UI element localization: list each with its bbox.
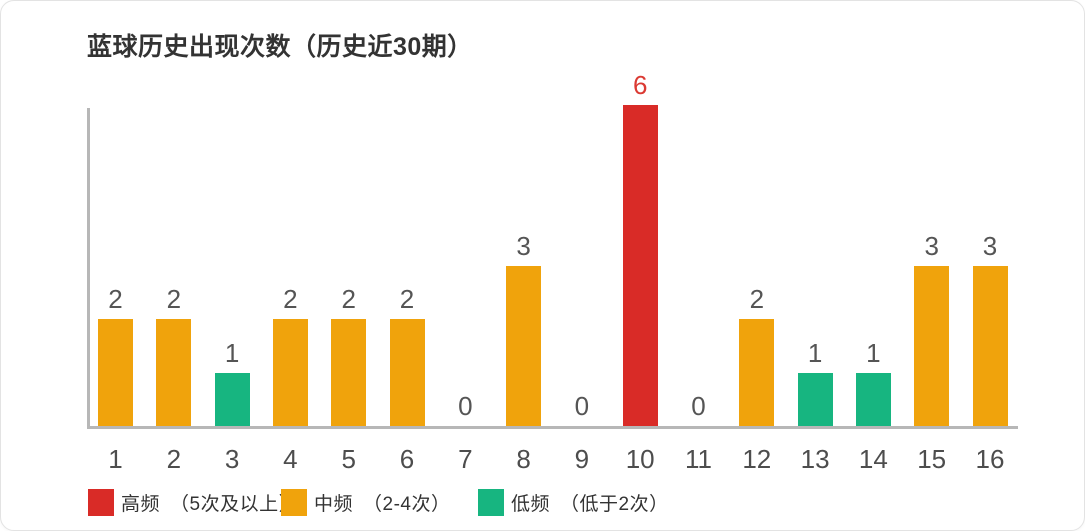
y-axis-line bbox=[87, 108, 90, 429]
bar-15 bbox=[914, 265, 950, 426]
bar-value-label-4: 2 bbox=[283, 284, 298, 314]
chart-title: 蓝球历史出现次数（历史近30期） bbox=[87, 33, 473, 61]
bar-value-label-12: 2 bbox=[749, 284, 765, 314]
x-tick-label-8: 8 bbox=[516, 444, 531, 474]
x-tick-label-4: 4 bbox=[283, 444, 298, 474]
x-tick-label-12: 12 bbox=[742, 444, 772, 474]
legend-label-mid-frequency: 中频 （2-4次） bbox=[314, 494, 451, 515]
bar-6 bbox=[389, 319, 425, 426]
x-axis-line bbox=[87, 426, 1018, 429]
x-tick-label-1: 1 bbox=[108, 444, 123, 474]
bar-2 bbox=[156, 319, 192, 426]
legend-label-low-frequency: 低频 （低于2次） bbox=[511, 494, 669, 515]
x-tick-label-6: 6 bbox=[399, 444, 415, 474]
x-tick-label-15: 15 bbox=[917, 444, 947, 474]
x-tick-label-9: 9 bbox=[574, 444, 590, 474]
legend-item-high-frequency[interactable]: 高频 （5次及以上） bbox=[88, 489, 298, 516]
bar-value-label-5: 2 bbox=[341, 284, 356, 314]
bar-value-label-15: 3 bbox=[924, 230, 939, 261]
x-tick-label-10: 10 bbox=[625, 444, 655, 474]
bar-value-label-2: 2 bbox=[166, 284, 182, 314]
bar-10 bbox=[622, 105, 658, 426]
x-tick-label-7: 7 bbox=[458, 444, 473, 474]
legend-swatch-low-frequency bbox=[478, 489, 504, 516]
bar-5 bbox=[331, 319, 367, 426]
bar-value-label-9: 0 bbox=[574, 391, 590, 421]
x-tick-label-14: 14 bbox=[858, 444, 888, 474]
legend-swatch-mid-frequency bbox=[281, 489, 307, 516]
bar-value-label-3: 1 bbox=[224, 337, 240, 368]
bar-value-label-14: 1 bbox=[866, 337, 881, 368]
legend-item-low-frequency[interactable]: 低频 （低于2次） bbox=[478, 489, 669, 516]
x-tick-label-16: 16 bbox=[975, 444, 1005, 474]
bar-value-label-6: 2 bbox=[399, 284, 415, 314]
chart-legend: 高频 （5次及以上） 中频 （2-4次） 低频 （低于2次） bbox=[88, 489, 669, 516]
x-tick-label-3: 3 bbox=[224, 444, 240, 474]
bar-8 bbox=[506, 265, 542, 426]
bar-value-label-11: 0 bbox=[691, 391, 706, 421]
bar-12 bbox=[739, 319, 775, 426]
bar-14 bbox=[855, 372, 891, 426]
x-tick-label-5: 5 bbox=[341, 444, 356, 474]
bar-value-label-13: 1 bbox=[807, 337, 823, 368]
bar-value-label-1: 2 bbox=[108, 284, 123, 314]
bar-1 bbox=[98, 319, 133, 426]
bar-value-label-16: 3 bbox=[982, 230, 998, 261]
bar-value-label-8: 3 bbox=[516, 230, 531, 261]
bar-value-label-10: 6 bbox=[632, 70, 648, 100]
x-tick-label-2: 2 bbox=[166, 444, 182, 474]
x-tick-label-13: 13 bbox=[800, 444, 830, 474]
legend-swatch-high-frequency bbox=[88, 489, 114, 516]
bar-4 bbox=[272, 319, 308, 426]
legend-item-mid-frequency[interactable]: 中频 （2-4次） bbox=[281, 489, 478, 516]
bar-value-label-7: 0 bbox=[458, 391, 473, 421]
legend-label-high-frequency: 高频 （5次及以上） bbox=[121, 494, 299, 515]
bar-16 bbox=[972, 265, 1008, 426]
x-tick-label-11: 11 bbox=[685, 444, 712, 474]
bar-3 bbox=[214, 372, 250, 426]
bar-13 bbox=[797, 372, 833, 426]
